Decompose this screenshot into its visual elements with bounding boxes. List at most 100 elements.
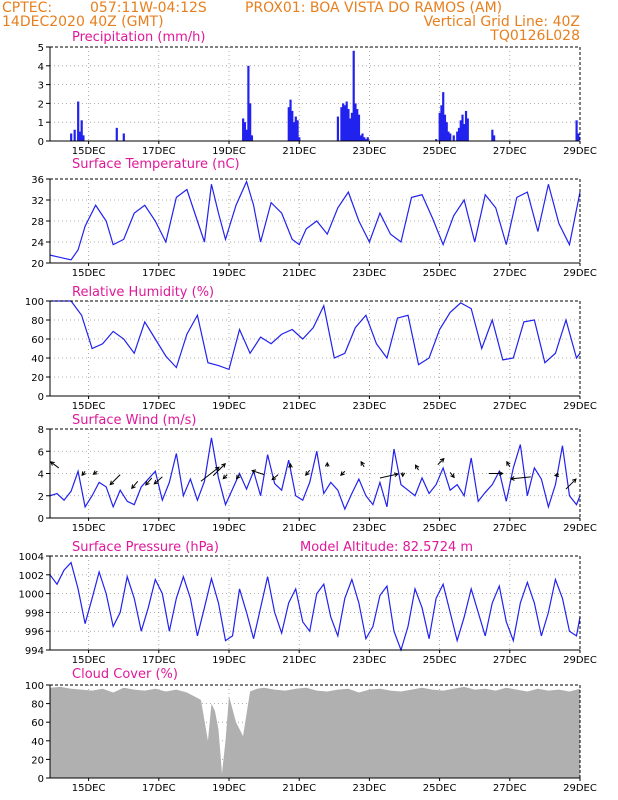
precip-bar — [245, 129, 248, 141]
wind-arrow — [437, 458, 445, 465]
x-tick-label: 29DEC — [563, 523, 597, 534]
x-tick-label: 19DEC — [212, 268, 246, 279]
y-tick-label: 0 — [38, 392, 44, 403]
x-tick-label: 27DEC — [493, 146, 527, 157]
wind-arrow — [305, 469, 311, 476]
x-tick-label: 15DEC — [72, 146, 106, 157]
wind-arrow-head — [340, 471, 345, 477]
x-tick-label: 17DEC — [142, 523, 176, 534]
precip-bar — [456, 131, 459, 141]
x-tick-label: 21DEC — [282, 401, 316, 412]
x-tick-label: 23DEC — [353, 268, 387, 279]
wind-arrow-head — [81, 471, 86, 477]
wind-arrow-head — [553, 472, 559, 478]
x-tick-label: 27DEC — [493, 401, 527, 412]
x-tick-label: 23DEC — [353, 146, 387, 157]
y-tick-label: 32 — [31, 196, 44, 207]
precip-bar — [287, 107, 290, 141]
precip-bar — [291, 110, 294, 141]
precip-bar — [459, 120, 462, 141]
wind-arrow — [212, 463, 226, 477]
wind-arrow — [379, 473, 399, 479]
y-tick-label: 60 — [31, 335, 44, 346]
precip-bar — [78, 131, 82, 141]
y-tick-label: 20 — [31, 755, 44, 766]
wind-arrow-head — [221, 462, 226, 468]
y-tick-label: 36 — [31, 175, 44, 186]
precip-bar — [70, 133, 73, 141]
precip-bar — [440, 105, 443, 141]
y-tick-label: 1002 — [19, 571, 44, 582]
series-line — [49, 437, 581, 511]
precip-bar — [250, 135, 254, 141]
precip-bar — [364, 139, 368, 141]
x-tick-label: 19DEC — [212, 401, 246, 412]
precip-bar — [366, 137, 369, 141]
precip-bar — [464, 110, 468, 141]
y-tick-label: 0 — [38, 774, 44, 785]
x-tick-label: 19DEC — [212, 146, 246, 157]
y-tick-label: 2 — [38, 492, 44, 503]
header-station: PROX01: BOA VISTA DO RAMOS (AM) — [245, 0, 503, 16]
precip-bar — [77, 101, 80, 141]
x-tick-label: 21DEC — [282, 523, 316, 534]
x-tick-label: 23DEC — [353, 401, 387, 412]
y-tick-label: 3 — [38, 81, 44, 92]
precip-bar — [122, 133, 125, 141]
wind-arrow-head — [109, 480, 115, 486]
y-tick-label: 5 — [38, 43, 44, 54]
wind-arrow-head — [400, 472, 406, 478]
y-tick-label: 4 — [38, 62, 44, 73]
wind-arrow-head — [214, 466, 220, 472]
y-tick-label: 28 — [31, 217, 44, 228]
panel-title: Surface Wind (m/s) — [72, 413, 196, 428]
wind-arrow — [131, 480, 139, 489]
wind-arrow — [565, 478, 577, 490]
panel-subtitle: Model Altitude: 82.5724 m — [300, 540, 473, 555]
precip-bar — [493, 135, 496, 141]
header-date: 14DEC2020 40Z (GMT) — [2, 14, 164, 30]
precip-bar — [357, 114, 361, 141]
wind-arrow-head — [251, 469, 257, 474]
precip-bar — [343, 105, 347, 141]
x-tick-label: 27DEC — [493, 268, 527, 279]
x-tick-label: 17DEC — [142, 146, 176, 157]
wind-arrow — [251, 470, 265, 476]
y-tick-label: 20 — [31, 373, 44, 384]
x-tick-label: 29DEC — [563, 655, 597, 666]
wind-arrow-head — [49, 461, 55, 466]
precip-bar — [342, 103, 345, 141]
x-tick-label: 29DEC — [563, 783, 597, 794]
y-tick-label: 80 — [31, 700, 44, 711]
y-tick-label: 998 — [25, 608, 44, 619]
wind-arrow-head — [571, 478, 577, 484]
x-tick-label: 27DEC — [493, 783, 527, 794]
x-tick-label: 23DEC — [353, 783, 387, 794]
precip-bar — [354, 103, 357, 141]
series-line — [49, 179, 581, 261]
panel-title: Surface Pressure (hPa) — [72, 540, 219, 555]
x-tick-label: 15DEC — [72, 655, 106, 666]
wind-arrow-head — [450, 473, 455, 479]
y-tick-label: 4 — [38, 470, 44, 481]
y-tick-label: 24 — [31, 238, 44, 249]
wind-arrow-head — [288, 462, 293, 468]
precip-bar — [577, 133, 580, 141]
wind-arrow-head — [153, 479, 159, 485]
header-source: CPTEC: — [2, 0, 53, 16]
y-tick-label: 40 — [31, 737, 44, 748]
wind-arrow-head — [92, 470, 98, 475]
precip-bar — [289, 99, 292, 141]
y-tick-label: 1004 — [19, 552, 44, 563]
precip-bar — [435, 139, 438, 141]
precip-bar — [249, 103, 252, 141]
x-tick-label: 19DEC — [212, 655, 246, 666]
precip-bar — [350, 112, 354, 141]
panel-title: Cloud Cover (%) — [72, 667, 178, 682]
y-tick-label: 1000 — [19, 590, 44, 601]
y-tick-label: 0 — [38, 137, 44, 148]
x-tick-label: 17DEC — [142, 655, 176, 666]
x-tick-label: 27DEC — [493, 523, 527, 534]
wind-arrow-head — [415, 464, 420, 470]
